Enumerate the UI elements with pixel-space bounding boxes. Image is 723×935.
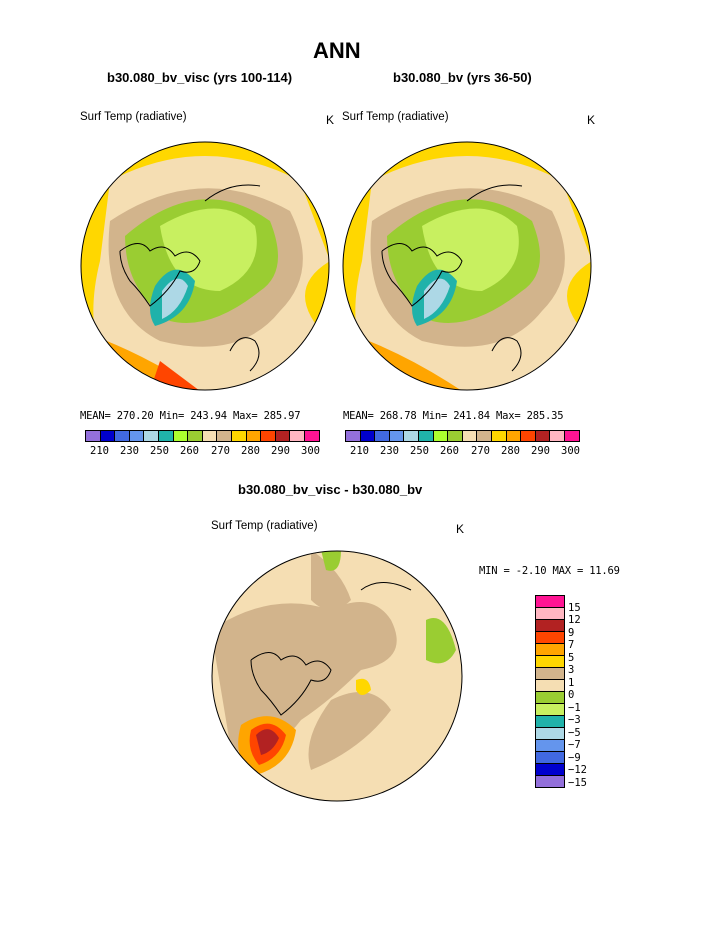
colorbar-tick: 210	[90, 445, 109, 457]
colorbar-tick: 5	[568, 652, 575, 664]
diff-variable-label: Surf Temp (radiative)	[211, 520, 318, 532]
colorbar-tick: 260	[440, 445, 459, 457]
panel2-colorbar	[345, 430, 580, 442]
polar-map-diff	[211, 550, 463, 802]
diff-units-label: K	[456, 522, 465, 536]
colorbar-swatch	[187, 430, 203, 442]
colorbar-swatch	[128, 430, 145, 442]
colorbar-tick: 0	[568, 689, 575, 701]
colorbar-swatch	[432, 430, 449, 442]
colorbar-tick: 280	[241, 445, 260, 457]
polar-map-2	[342, 141, 592, 391]
colorbar-swatch	[374, 430, 390, 442]
colorbar-tick: 280	[501, 445, 520, 457]
colorbar-tick: 7	[568, 639, 575, 651]
colorbar-swatch	[490, 430, 507, 442]
colorbar-swatch	[172, 430, 189, 442]
colorbar-swatch	[549, 430, 565, 442]
colorbar-swatch	[201, 430, 218, 442]
colorbar-swatch	[260, 430, 276, 442]
main-title: ANN	[313, 38, 361, 63]
colorbar-tick: −15	[568, 777, 587, 789]
colorbar-tick: 9	[568, 627, 575, 639]
diff-title: b30.080_bv_visc - b30.080_bv	[238, 482, 423, 497]
colorbar-tick: 270	[211, 445, 230, 457]
colorbar-swatch	[345, 430, 361, 442]
colorbar-tick: 260	[180, 445, 199, 457]
colorbar-tick: 12	[568, 614, 581, 626]
diff-colorbar	[535, 595, 565, 788]
colorbar-swatch	[303, 430, 320, 442]
panel1-stats: MEAN= 270.20 Min= 243.94 Max= 285.97	[80, 410, 301, 422]
colorbar-swatch	[274, 430, 291, 442]
panel2-stats: MEAN= 268.78 Min= 241.84 Max= 285.35	[343, 410, 564, 422]
colorbar-swatch	[520, 430, 536, 442]
diff-minmax: MIN = -2.10 MAX = 11.69	[479, 565, 620, 577]
colorbar-swatch	[216, 430, 232, 442]
colorbar-tick: 300	[301, 445, 320, 457]
colorbar-tick: 250	[150, 445, 169, 457]
colorbar-swatch	[388, 430, 405, 442]
panel2-title: b30.080_bv (yrs 36-50)	[393, 70, 532, 85]
colorbar-tick: 1	[568, 677, 575, 689]
colorbar-swatch	[230, 430, 247, 442]
colorbar-swatch	[534, 430, 551, 442]
colorbar-tick: 230	[380, 445, 399, 457]
colorbar-swatch	[447, 430, 463, 442]
colorbar-tick: −3	[568, 714, 581, 726]
colorbar-swatch	[245, 430, 262, 442]
colorbar-swatch	[289, 430, 305, 442]
colorbar-tick: 290	[271, 445, 290, 457]
colorbar-swatch	[417, 430, 434, 442]
polar-map-1	[80, 141, 330, 391]
colorbar-tick: −12	[568, 764, 587, 776]
panel1-units-label: K	[326, 113, 335, 127]
colorbar-tick: −9	[568, 752, 581, 764]
colorbar-swatch	[143, 430, 159, 442]
colorbar-tick: 210	[350, 445, 369, 457]
panel1-colorbar	[85, 430, 320, 442]
colorbar-swatch	[563, 430, 580, 442]
colorbar-tick: 270	[471, 445, 490, 457]
colorbar-tick: 230	[120, 445, 139, 457]
colorbar-tick: −5	[568, 727, 581, 739]
colorbar-tick: 250	[410, 445, 429, 457]
colorbar-tick: 290	[531, 445, 550, 457]
panel2-units-label: K	[587, 113, 596, 127]
colorbar-swatch	[505, 430, 522, 442]
colorbar-tick: 300	[561, 445, 580, 457]
colorbar-swatch	[99, 430, 116, 442]
colorbar-tick: 15	[568, 602, 581, 614]
panel2-variable-label: Surf Temp (radiative)	[342, 111, 449, 123]
colorbar-swatch	[476, 430, 492, 442]
colorbar-swatch	[535, 775, 565, 788]
colorbar-tick: 3	[568, 664, 575, 676]
panel1-variable-label: Surf Temp (radiative)	[80, 111, 187, 123]
colorbar-swatch	[85, 430, 101, 442]
colorbar-swatch	[461, 430, 478, 442]
panel1-title: b30.080_bv_visc (yrs 100-114)	[107, 70, 293, 85]
colorbar-swatch	[403, 430, 419, 442]
colorbar-swatch	[157, 430, 174, 442]
colorbar-tick: −7	[568, 739, 581, 751]
colorbar-swatch	[359, 430, 376, 442]
colorbar-swatch	[114, 430, 130, 442]
colorbar-tick: −1	[568, 702, 581, 714]
